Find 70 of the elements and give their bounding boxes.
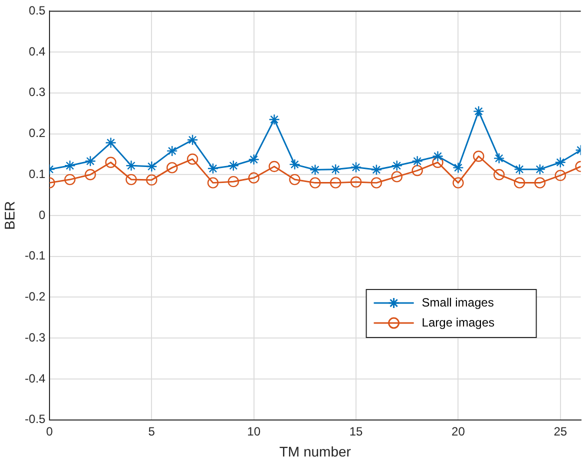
point <box>350 176 362 188</box>
point <box>370 177 382 188</box>
y-tick-label: -0.4 <box>24 371 46 386</box>
x-tick-label: 5 <box>148 424 156 438</box>
point <box>186 134 198 146</box>
point <box>554 170 566 182</box>
y-axis-title: BER <box>1 201 18 230</box>
y-tick-label: -0.5 <box>24 412 46 426</box>
point <box>248 154 260 166</box>
point <box>391 160 402 172</box>
point <box>207 162 219 174</box>
point <box>452 177 464 188</box>
y-tick-label: -0.2 <box>24 290 46 304</box>
point <box>493 152 505 164</box>
y-tick-label: -0.1 <box>24 248 46 263</box>
point <box>370 164 382 176</box>
point <box>350 162 362 173</box>
point <box>310 164 321 176</box>
point <box>126 160 137 172</box>
y-tick-label: 0.5 <box>28 4 46 18</box>
point <box>554 156 566 168</box>
point <box>207 177 219 188</box>
x-tick-label: 10 <box>247 424 261 438</box>
point <box>146 174 158 186</box>
point <box>268 114 280 126</box>
point <box>166 145 178 157</box>
point <box>289 174 300 186</box>
point <box>64 174 76 186</box>
x-tick-label: 20 <box>452 424 466 438</box>
point <box>84 169 96 180</box>
y-tick-label: 0.4 <box>28 44 46 58</box>
point <box>534 177 546 188</box>
legend-label: Small images <box>422 295 494 310</box>
point <box>126 174 137 186</box>
point <box>310 177 321 188</box>
x-tick-label: 25 <box>554 424 568 438</box>
point <box>166 162 178 174</box>
x-tick-label: 15 <box>349 424 364 438</box>
legend-label: Large images <box>422 315 495 330</box>
point <box>330 177 342 188</box>
y-tick-label: -0.3 <box>24 330 46 344</box>
point <box>84 156 96 167</box>
point <box>412 164 423 176</box>
y-tick-label: 0 <box>38 208 46 222</box>
point <box>473 150 484 162</box>
point <box>289 158 300 170</box>
point <box>493 169 505 180</box>
point <box>105 156 116 168</box>
point <box>228 176 239 188</box>
point <box>452 162 464 174</box>
point <box>412 156 423 167</box>
x-axis-title: TM number <box>279 443 352 460</box>
y-tick-label: 0.1 <box>28 166 46 181</box>
point <box>268 160 280 172</box>
point <box>228 160 239 172</box>
point <box>534 164 546 175</box>
point <box>514 177 526 188</box>
point <box>64 160 76 172</box>
y-tick-label: 0.2 <box>28 126 46 140</box>
point <box>146 160 158 172</box>
point <box>248 172 260 184</box>
y-tick-label: 0.3 <box>28 85 46 100</box>
point <box>473 106 484 117</box>
point <box>186 154 198 165</box>
point <box>432 156 444 168</box>
point <box>330 164 342 175</box>
point <box>514 164 526 175</box>
point <box>391 171 402 182</box>
point <box>105 137 116 148</box>
point <box>432 150 444 162</box>
